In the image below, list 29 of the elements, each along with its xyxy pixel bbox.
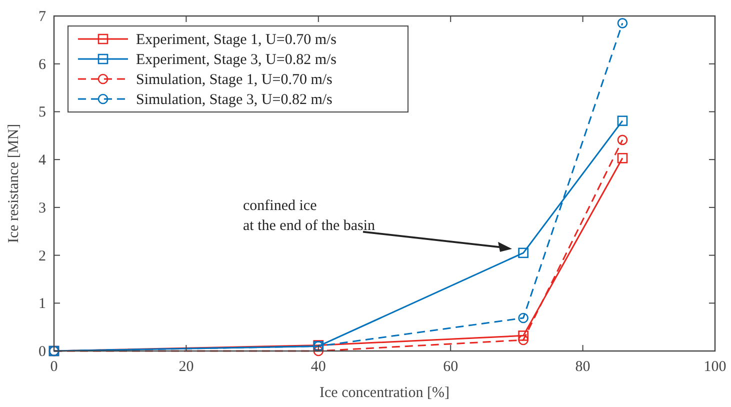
point	[617, 152, 628, 164]
point	[617, 134, 628, 146]
annotation: confined ice at the end of the basin	[243, 198, 376, 234]
legend-label: Experiment, Stage 1, U=0.70 m/s	[136, 32, 337, 48]
x-tick-label: 100	[704, 359, 726, 375]
point	[617, 18, 628, 28]
y-tick-label: 5	[38, 104, 46, 121]
y-tick-label: 7	[38, 9, 46, 25]
y-tick-label: 6	[38, 56, 46, 73]
y-tick-label: 0	[38, 344, 46, 360]
x-tick-label: 40	[310, 359, 326, 375]
point	[518, 334, 528, 346]
legend-label: Simulation, Stage 3, U=0.82 m/s	[136, 92, 333, 108]
x-tick-label: 20	[178, 359, 194, 375]
point	[518, 330, 528, 341]
x-tick-label: 80	[575, 359, 590, 375]
point	[518, 312, 528, 324]
y-tick-label: 2	[38, 248, 46, 264]
point	[518, 248, 528, 258]
legend-label: Simulation, Stage 1, U=0.70 m/s	[136, 72, 333, 88]
x-tick-label: 60	[443, 359, 458, 375]
y-axis-title: Ice resistance [MN]	[6, 124, 22, 244]
legend-label: Experiment, Stage 3, U=0.82 m/s	[136, 52, 337, 68]
x-tick-label: 0	[50, 359, 58, 375]
point	[617, 116, 628, 126]
y-tick-label: 1	[38, 296, 46, 312]
x-axis-title: Ice concentration [%]	[320, 385, 450, 401]
y-tick-label: 3	[38, 200, 46, 216]
y-tick-label: 4	[38, 152, 46, 169]
